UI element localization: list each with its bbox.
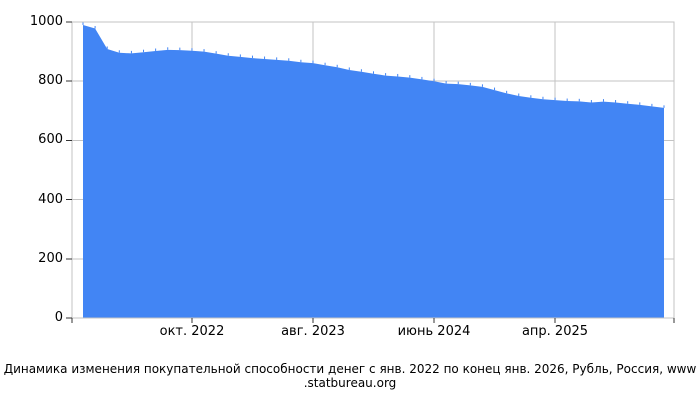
x-axis-label: авг. 2023 <box>281 324 345 339</box>
point-marker <box>651 103 653 107</box>
point-marker <box>360 69 362 72</box>
point-marker <box>397 73 399 77</box>
point-marker <box>288 58 290 61</box>
point-marker <box>469 82 471 86</box>
chart-caption: Динамика изменения покупательной способн… <box>0 362 700 390</box>
x-axis-label: окт. 2022 <box>159 324 225 339</box>
point-marker <box>445 81 447 84</box>
point-marker <box>203 49 205 52</box>
point-marker <box>264 56 266 59</box>
point-marker <box>530 95 532 98</box>
x-axis-label: июнь 2024 <box>397 324 471 339</box>
point-marker <box>457 81 459 85</box>
point-marker <box>227 53 229 56</box>
y-axis-label: 400 <box>38 192 63 207</box>
chart-caption-line1: Динамика изменения покупательной способн… <box>3 362 697 376</box>
point-marker <box>179 47 181 51</box>
point-marker <box>215 51 217 54</box>
point-marker <box>373 71 374 74</box>
y-axis-label: 0 <box>54 310 63 325</box>
point-marker <box>494 87 496 91</box>
chart-svg <box>66 21 675 323</box>
point-marker <box>94 26 96 29</box>
point-marker <box>518 93 520 96</box>
point-marker <box>554 97 556 101</box>
point-marker <box>276 57 278 60</box>
point-marker <box>324 62 326 66</box>
point-marker <box>155 48 157 52</box>
y-axis-label: 1000 <box>29 14 63 29</box>
point-marker <box>481 84 483 87</box>
point-marker <box>251 55 253 59</box>
point-marker <box>82 22 84 25</box>
point-marker <box>627 101 629 104</box>
point-marker <box>312 60 314 64</box>
area-series <box>83 24 664 319</box>
point-marker <box>433 78 435 82</box>
y-axis-label: 200 <box>38 251 63 266</box>
point-marker <box>385 73 387 76</box>
point-marker <box>336 64 338 68</box>
chart-caption-line2: .statbureau.org <box>303 375 397 390</box>
x-axis-label: апр. 2025 <box>521 324 589 339</box>
point-marker <box>506 90 508 94</box>
point-marker <box>590 100 592 103</box>
plot-border <box>71 21 675 319</box>
point-marker <box>615 100 617 103</box>
point-marker <box>578 98 580 102</box>
point-marker <box>542 96 544 100</box>
y-axis-label: 800 <box>38 73 63 88</box>
point-marker <box>639 102 641 105</box>
point-marker <box>191 48 193 51</box>
point-marker <box>602 99 604 102</box>
point-marker <box>409 75 411 78</box>
point-marker <box>143 49 145 53</box>
point-marker <box>663 105 665 108</box>
point-marker <box>239 54 241 57</box>
point-marker <box>566 98 568 102</box>
point-marker <box>300 59 302 63</box>
point-marker <box>348 67 350 70</box>
point-marker <box>118 50 120 53</box>
point-marker <box>130 50 132 54</box>
point-marker <box>167 47 169 50</box>
point-marker <box>106 46 108 49</box>
y-axis-label: 600 <box>38 132 63 147</box>
point-marker <box>421 76 423 80</box>
